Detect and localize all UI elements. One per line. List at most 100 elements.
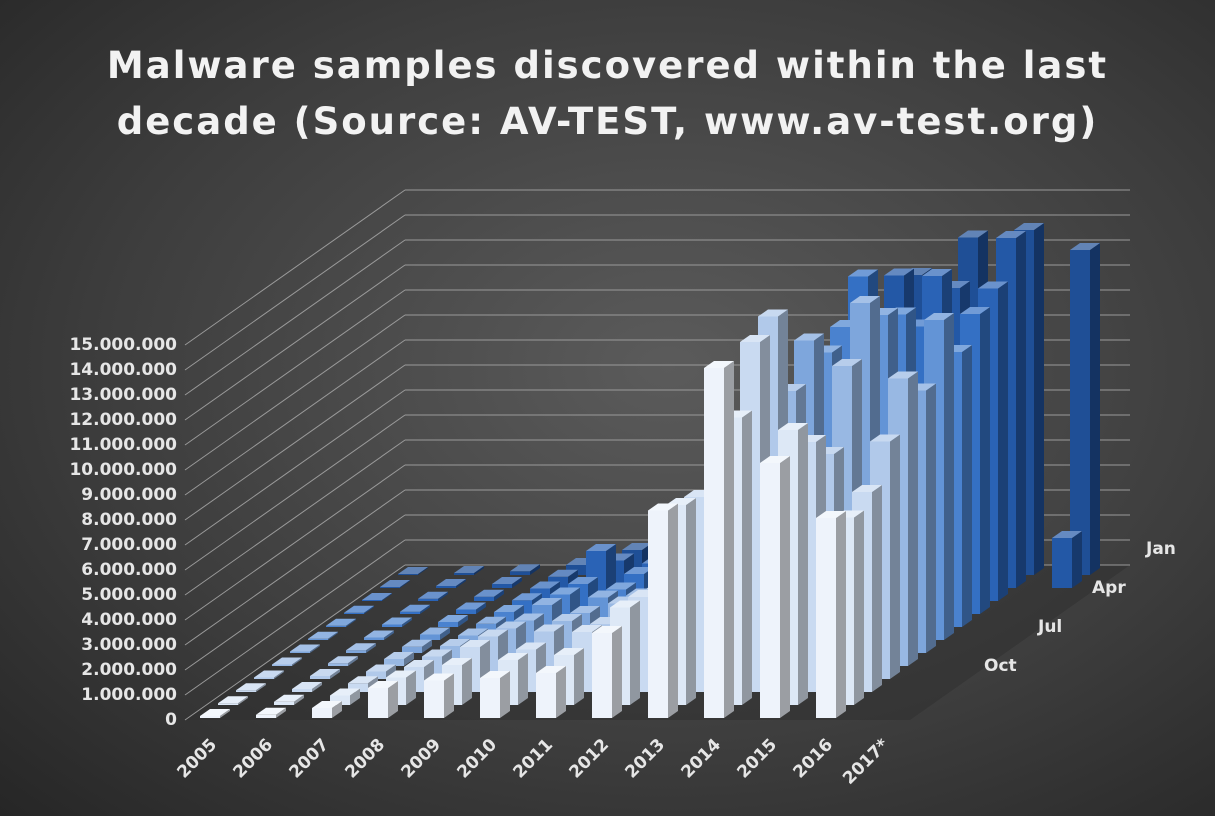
bar-top <box>958 230 988 238</box>
bar-top <box>326 618 356 626</box>
bar <box>456 602 486 614</box>
bar-side <box>420 604 430 614</box>
bar-top <box>398 567 428 574</box>
bar-top <box>666 498 696 505</box>
bar <box>1070 243 1100 575</box>
bar-front <box>418 598 438 601</box>
bar-top <box>290 644 320 652</box>
bar-top <box>530 581 560 589</box>
bar-top <box>386 670 416 678</box>
bar-side <box>630 600 640 705</box>
bar <box>330 688 360 705</box>
bar <box>536 666 566 718</box>
bar-side <box>462 658 472 705</box>
bar-front <box>364 637 384 640</box>
bar-top <box>330 688 360 696</box>
grid-line <box>184 364 406 521</box>
y-tick-label: 7.000.000 <box>81 535 177 555</box>
bar <box>760 456 790 718</box>
bar-side <box>530 564 540 575</box>
bar-top <box>760 456 790 463</box>
bar-top <box>438 615 468 622</box>
y-tick-label: 6.000.000 <box>81 560 177 580</box>
bar <box>218 696 248 705</box>
bar-front <box>274 701 294 705</box>
grid-line <box>184 489 406 646</box>
y-tick-label: 14.000.000 <box>69 360 177 380</box>
bar-front <box>362 600 382 601</box>
bar <box>344 605 374 614</box>
y-tick-label: 9.000.000 <box>81 485 177 505</box>
bar-top <box>440 639 470 646</box>
grid-line <box>184 189 406 346</box>
bar <box>384 652 414 666</box>
bar-top <box>1052 531 1082 538</box>
bar-side <box>388 681 398 718</box>
bar-top <box>516 642 546 650</box>
x-tick-label: 2012 <box>565 735 613 783</box>
bar-side <box>476 602 486 614</box>
bar-front <box>436 586 456 588</box>
x-tick-label: 2008 <box>341 735 389 783</box>
bar <box>704 361 734 718</box>
bar <box>312 701 342 718</box>
bar-side <box>422 639 432 653</box>
bar-top <box>704 361 734 368</box>
grid-line <box>184 214 406 371</box>
y-tick-label: 12.000.000 <box>69 410 177 430</box>
bar-side <box>292 657 302 666</box>
bar-top <box>570 606 600 613</box>
bar-side <box>440 627 450 640</box>
bar-side <box>402 617 412 627</box>
bar-side <box>256 683 266 692</box>
bar-top <box>368 681 398 688</box>
bar-top <box>848 269 878 277</box>
bar-top <box>606 582 636 590</box>
bar-side <box>406 670 416 705</box>
grid-line <box>184 564 406 721</box>
bar-top <box>312 701 342 708</box>
bar <box>474 589 504 601</box>
depth-tick-label: Apr <box>1092 578 1126 598</box>
bar-side <box>418 567 428 575</box>
bar <box>326 618 356 627</box>
bar-side <box>458 615 468 627</box>
bar-top <box>480 671 510 678</box>
bar-top <box>436 579 466 586</box>
bar-top <box>308 631 338 639</box>
depth-tick-label: Jul <box>1037 617 1062 637</box>
bar-side <box>518 653 528 705</box>
bar-top <box>474 589 504 597</box>
bar <box>382 617 412 627</box>
bar-side <box>384 630 394 640</box>
bar-side <box>556 666 566 718</box>
depth-tick-label: Jan <box>1145 539 1176 559</box>
bar-front <box>480 678 500 718</box>
bar-front <box>380 587 400 588</box>
bar-top <box>778 423 808 430</box>
bar <box>254 670 284 679</box>
bar-front <box>366 671 386 679</box>
bar-front <box>310 676 330 679</box>
bar-side <box>962 345 972 627</box>
bar-side <box>404 652 414 666</box>
bar-top <box>456 602 486 610</box>
bar-top <box>292 682 322 689</box>
bar-top <box>418 591 448 599</box>
bar-top <box>922 269 952 276</box>
bar-side <box>366 643 376 653</box>
bar <box>816 511 846 718</box>
bar-top <box>460 640 490 647</box>
bar <box>424 673 454 718</box>
bar-front <box>236 690 256 692</box>
bar-front <box>400 611 420 614</box>
bar-top <box>534 624 564 632</box>
bar-side <box>1034 223 1044 575</box>
bar-front <box>256 714 276 718</box>
bar-side <box>310 644 320 653</box>
bar-side <box>908 371 918 666</box>
bar-front <box>760 463 780 718</box>
bar-top <box>496 621 526 629</box>
bar-top <box>816 511 846 518</box>
